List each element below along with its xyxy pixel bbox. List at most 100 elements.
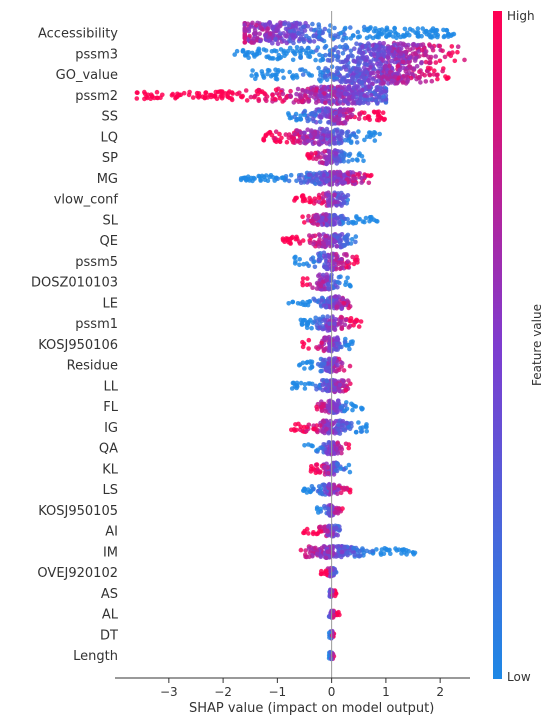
shap-point [349,401,354,407]
shap-point [339,549,345,555]
shap-point [321,253,327,259]
shap-point [330,544,336,550]
shap-point [402,550,407,555]
shap-point [276,55,281,61]
shap-point [280,175,286,180]
shap-point [353,430,359,435]
shap-point [400,80,406,85]
shap-point [325,549,331,554]
shap-point [323,52,328,58]
shap-point [255,35,260,41]
shap-point [337,99,343,104]
shap-point [359,180,364,185]
shap-point [336,141,342,146]
shap-point [349,237,355,242]
shap-point [280,68,285,74]
shap-point [401,65,406,71]
shap-point [326,430,331,436]
shap-point [327,100,333,106]
shap-point [359,154,365,159]
shap-point [253,22,259,28]
shap-point [315,346,321,352]
shap-point [154,89,160,95]
shap-point [347,114,352,120]
shap-point [397,67,403,73]
x-tick-label: −2 [214,685,232,699]
shap-point [249,175,254,181]
shap-point [316,30,322,35]
shap-point [375,53,381,58]
shap-point [252,93,258,99]
shap-point [333,151,339,156]
shap-point [341,108,346,113]
shap-point [324,258,329,264]
shap-point [368,59,374,64]
shap-point [289,427,294,433]
shap-point [298,424,304,430]
shap-point [291,35,297,41]
shap-point [387,547,392,553]
shap-point [298,130,304,136]
shap-point [257,50,262,56]
shap-point [250,20,255,26]
shap-point [277,131,282,137]
shap-point [351,261,357,267]
feature-row-fl [314,398,365,415]
shap-point [374,117,380,123]
shap-point [356,420,361,425]
shap-point [356,63,361,68]
shap-point [378,89,384,94]
feature-row-dosz010103 [300,272,353,292]
shap-point [318,72,323,78]
shap-point [370,548,376,554]
shap-point [419,60,424,66]
shap-point [337,240,343,246]
feature-label: SL [103,213,119,228]
shap-point [267,31,273,36]
shap-point [292,114,297,119]
shap-point [263,132,269,138]
shap-point [313,545,318,551]
shap-point [341,368,347,373]
shap-point [310,443,315,449]
shap-point [339,178,345,184]
shap-point [327,321,332,327]
shap-point [258,38,263,44]
shap-point [275,41,281,47]
shap-point [311,201,317,206]
shap-point [330,298,335,303]
shap-point [338,314,344,320]
shap-point [394,80,400,86]
feature-label: LQ [101,130,118,145]
feature-row-kosj950105 [314,503,345,518]
shap-point [290,48,296,54]
shap-point [330,593,335,598]
shap-point [367,85,372,90]
shap-point [299,99,305,104]
shap-point [381,74,386,79]
shap-point [414,64,420,69]
shap-point [425,65,431,71]
shap-point [328,448,334,454]
shap-point [350,33,356,38]
shap-point [290,234,295,240]
shap-point [335,49,341,55]
shap-point [337,367,342,373]
shap-point [329,337,335,343]
shap-point [323,238,329,243]
shap-point [318,287,324,292]
shap-point [452,58,458,64]
shap-point [290,74,295,80]
shap-point [392,42,397,48]
shap-point [382,88,388,94]
x-tick-label: 0 [328,685,336,699]
shap-point [300,238,306,243]
shap-point [284,34,289,39]
shap-point [339,79,344,85]
shap-point [346,462,352,468]
shap-point [341,200,347,206]
shap-point [344,420,349,426]
shap-point [338,30,343,36]
shap-point [350,254,355,260]
feature-row-sl [300,212,380,228]
